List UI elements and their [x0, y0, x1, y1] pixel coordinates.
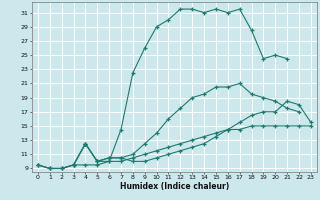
X-axis label: Humidex (Indice chaleur): Humidex (Indice chaleur) [120, 182, 229, 191]
